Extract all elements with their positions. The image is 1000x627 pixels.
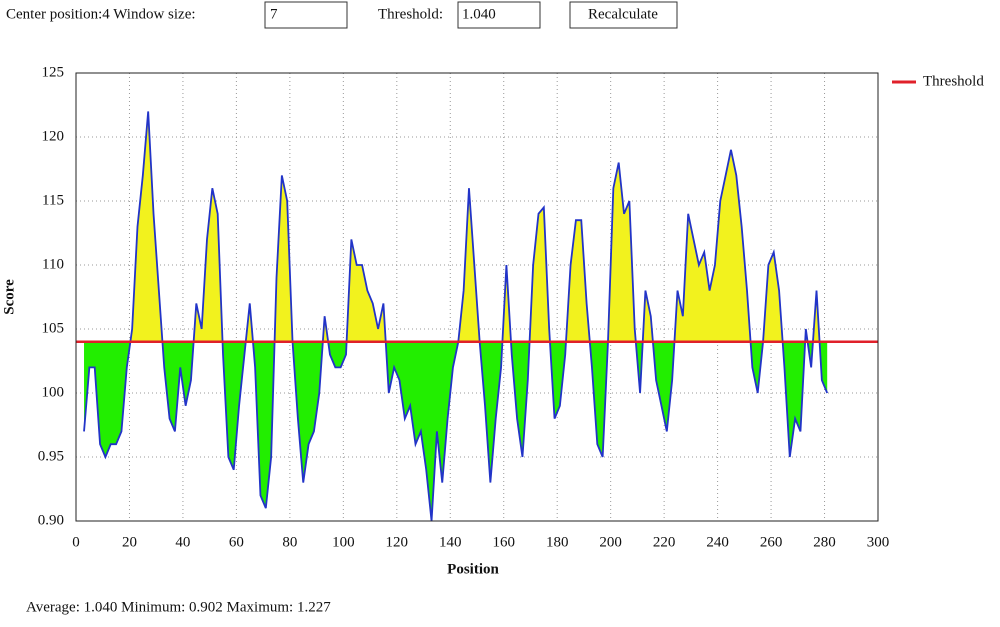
y-tick-label: 120 bbox=[42, 128, 65, 144]
x-tick-label: 140 bbox=[439, 534, 462, 550]
threshold-input[interactable] bbox=[457, 1, 541, 29]
footer-stats: Average: 1.040 Minimum: 0.902 Maximum: 1… bbox=[26, 599, 331, 615]
x-tick-label: 40 bbox=[175, 534, 190, 550]
window-size-value: 7 bbox=[270, 6, 278, 22]
x-tick-label: 60 bbox=[229, 534, 244, 550]
y-tick-label: 105 bbox=[42, 320, 65, 336]
x-tick-label: 220 bbox=[653, 534, 676, 550]
threshold-value: 1.040 bbox=[462, 6, 496, 22]
x-tick-label: 280 bbox=[813, 534, 836, 550]
y-tick-label: 110 bbox=[42, 256, 64, 272]
y-tick-label: 0.90 bbox=[38, 512, 64, 528]
y-axis-label: Score bbox=[1, 279, 17, 315]
y-tick-label: 125 bbox=[42, 64, 65, 80]
y-tick-label: 0.95 bbox=[38, 448, 64, 464]
x-axis-label: Position bbox=[447, 561, 499, 577]
x-tick-label: 160 bbox=[492, 534, 515, 550]
x-tick-label: 120 bbox=[386, 534, 409, 550]
x-tick-label: 300 bbox=[867, 534, 890, 550]
score-line bbox=[83, 111, 829, 522]
x-tick-label: 180 bbox=[546, 534, 569, 550]
threshold-label: Threshold: bbox=[378, 6, 443, 22]
x-tick-label: 80 bbox=[282, 534, 297, 550]
x-tick-label: 260 bbox=[760, 534, 783, 550]
x-tick-label: 0 bbox=[72, 534, 80, 550]
area-below bbox=[84, 341, 828, 521]
legend-label: Threshold bbox=[923, 73, 984, 89]
recalculate-button[interactable] bbox=[569, 1, 678, 29]
x-tick-label: 20 bbox=[122, 534, 137, 550]
x-tick-label: 200 bbox=[599, 534, 622, 550]
y-tick-label: 100 bbox=[42, 384, 65, 400]
window-size-input[interactable] bbox=[264, 1, 348, 29]
x-tick-label: 240 bbox=[706, 534, 729, 550]
x-tick-label: 100 bbox=[332, 534, 355, 550]
plot-frame bbox=[75, 72, 879, 522]
recalculate-label: Recalculate bbox=[588, 6, 658, 22]
center-label: Center position:4 Window size: bbox=[6, 6, 196, 22]
y-tick-label: 115 bbox=[42, 192, 64, 208]
